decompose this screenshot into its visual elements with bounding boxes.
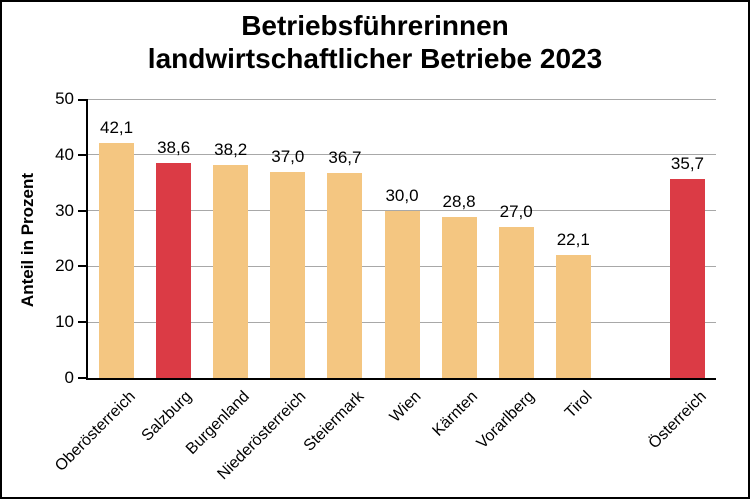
bar bbox=[441, 217, 477, 378]
bar-value-label: 38,2 bbox=[214, 139, 248, 159]
y-tick bbox=[78, 265, 86, 268]
y-tick bbox=[78, 99, 86, 101]
plot-area: 0 10 20 30 40 50 42,1 38,6 38,2 37,0 36,7 30,0 28,8 2… bbox=[55, 89, 716, 387]
chart-title-line1: Betriebsführerinnen bbox=[241, 10, 509, 41]
x-axis-label: Steiermark bbox=[300, 388, 367, 455]
y-tick-label: 40 bbox=[55, 144, 74, 164]
y-tick bbox=[78, 321, 86, 324]
x-axis-label: Oberösterreich bbox=[51, 388, 139, 475]
bar-value-label: 30,0 bbox=[385, 185, 419, 205]
y-tick-label: 30 bbox=[55, 200, 74, 220]
x-axis-label: Kärnten bbox=[429, 388, 482, 440]
y-axis-title: Anteil in Prozent bbox=[18, 172, 37, 308]
bar bbox=[213, 164, 249, 378]
bar-value-label: 38,6 bbox=[157, 137, 191, 157]
y-tick-label: 10 bbox=[55, 312, 74, 332]
bar-value-label: 35,7 bbox=[670, 153, 704, 173]
x-axis-label: Tirol bbox=[561, 388, 596, 422]
gridline bbox=[88, 210, 716, 212]
bar bbox=[270, 171, 306, 378]
bar-value-label: 42,1 bbox=[99, 118, 134, 138]
bar bbox=[384, 210, 420, 378]
bar bbox=[669, 178, 705, 378]
x-axis-label: Österreich bbox=[645, 388, 710, 453]
bar-value-label: 28,8 bbox=[442, 192, 476, 212]
chart-title: Betriebsführerinnen landwirtschaftlicher… bbox=[2, 9, 748, 75]
bar-value-label: 36,7 bbox=[328, 148, 362, 168]
y-tick bbox=[78, 153, 86, 156]
y-tick bbox=[78, 377, 86, 379]
bar bbox=[327, 173, 363, 378]
gridline bbox=[88, 99, 716, 100]
y-tick-label: 50 bbox=[55, 89, 74, 108]
x-axis-label: Vorarlberg bbox=[473, 388, 539, 453]
bar-value-label: 27,0 bbox=[499, 202, 533, 222]
bar bbox=[156, 162, 192, 378]
gridline bbox=[88, 154, 716, 156]
bar bbox=[99, 143, 135, 378]
y-tick-label: 0 bbox=[64, 368, 74, 387]
x-axis-label: Wien bbox=[386, 388, 425, 426]
chart-title-line2: landwirtschaftlicher Betriebe 2023 bbox=[147, 43, 603, 74]
y-tick bbox=[78, 209, 86, 212]
x-axis-label: Salzburg bbox=[138, 388, 196, 445]
y-tick-label: 20 bbox=[55, 256, 74, 276]
bar-value-label: 37,0 bbox=[271, 146, 305, 166]
bar bbox=[555, 254, 591, 378]
bar bbox=[498, 227, 534, 378]
bar-value-label: 22,1 bbox=[556, 229, 590, 249]
